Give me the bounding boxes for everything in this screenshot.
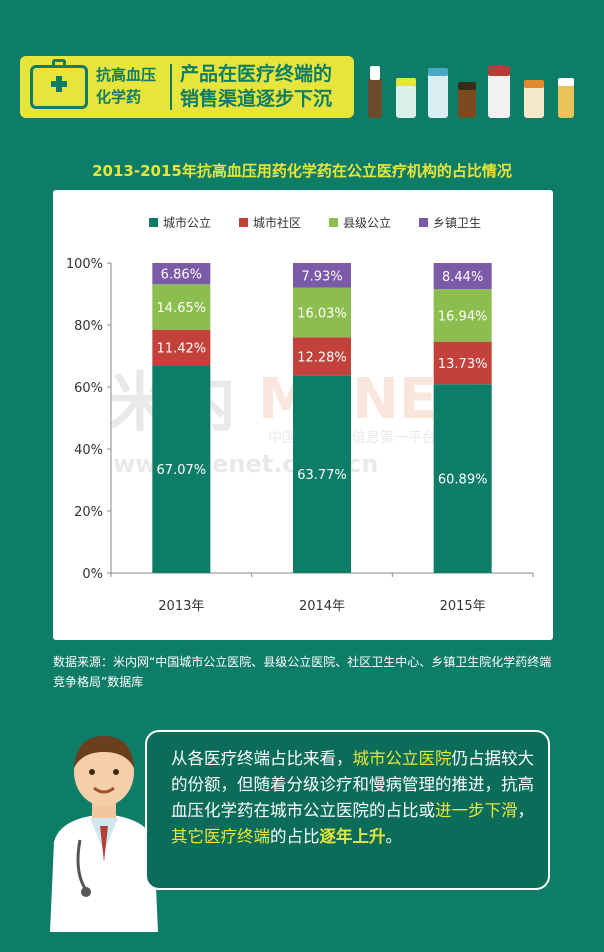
x-tick-label: 2015年 <box>440 599 486 614</box>
chart-title: 2013-2015年抗高血压用药化学药在公立医疗机构的占比情况 <box>92 162 512 180</box>
bar-value-label: 16.94% <box>438 309 488 324</box>
bar-value-label: 7.93% <box>301 269 342 284</box>
legend-swatch <box>419 218 428 227</box>
bar-value-label: 60.89% <box>438 473 488 488</box>
bar-value-label: 12.28% <box>297 350 347 365</box>
x-tick-label: 2014年 <box>299 599 345 614</box>
bar-value-label: 63.77% <box>297 468 347 483</box>
bar-segment <box>433 289 492 342</box>
legend-swatch <box>329 218 338 227</box>
bar-segment <box>293 262 351 288</box>
banner-divider <box>170 64 172 110</box>
banner-title-line-2: 销售渠道逐步下沉 <box>180 88 333 110</box>
highlight-decline: 进一步下滑 <box>435 801 518 820</box>
bar-value-label: 11.42% <box>157 341 207 356</box>
bar-segment <box>433 341 492 385</box>
bar-value-label: 16.03% <box>297 306 347 321</box>
y-tick-label: 20% <box>74 505 103 520</box>
highlight-other-terminals: 其它医疗终端 <box>171 827 270 846</box>
chart-bars: 67.07% 11.42% 14.65% 6.86% 63.77% 12.28% 16.03… <box>152 262 492 573</box>
highlight-rising: 逐年上升 <box>319 827 386 846</box>
data-source-note: 数据来源：米内网“中国城市公立医院、县级公立医院、社区卫生中心、乡镇卫生院化学药… <box>53 655 552 689</box>
bar-segment <box>152 284 211 330</box>
y-tick-label: 100% <box>66 257 103 272</box>
summary-part: 的占比 <box>270 827 320 846</box>
banner-title: 产品在医疗终端的 销售渠道逐步下沉 <box>180 62 350 112</box>
summary-part: 。 <box>385 827 403 846</box>
bar-value-label: 14.65% <box>157 301 207 316</box>
x-tick-label: 2013年 <box>158 599 204 614</box>
y-tick-label: 40% <box>74 443 103 458</box>
y-tick-label: 0% <box>82 567 103 582</box>
bar-segment <box>293 287 351 338</box>
bar-value-label: 13.73% <box>438 357 488 372</box>
y-tick-label: 60% <box>74 381 103 396</box>
bar-segment <box>433 384 492 573</box>
summary-text: 从各医疗终端占比来看，城市公立医院仍占据较大的份额，但随着分级诊疗和慢病管理的推… <box>171 746 541 850</box>
bar-segment <box>152 365 211 573</box>
summary-part: ， <box>517 801 535 820</box>
chart-legend: 城市公立 城市社区 县级公立 乡镇卫生 <box>149 215 481 230</box>
medical-kit-icon <box>30 59 88 109</box>
y-tick-label: 80% <box>74 319 103 334</box>
category-line-2: 化学药 <box>96 88 142 106</box>
header-banner: 抗高血压 化学药 产品在医疗终端的 销售渠道逐步下沉 <box>20 56 354 118</box>
bar-segment <box>152 263 211 285</box>
chart-panel: 米内 MENET 中国医药健康信息第一平台 www.menet.com.cn 城… <box>53 190 553 640</box>
category-line-1: 抗高血压 <box>96 66 157 84</box>
summary-part: 仍占据较大的份额，但随着分级诊疗和慢病管理的推进，抗高血压化学药在城市公立医院的… <box>171 749 534 820</box>
legend-label: 城市社区 <box>253 215 301 230</box>
bar-segment <box>293 375 351 573</box>
legend-label: 城市公立 <box>163 215 211 230</box>
bar-segment <box>433 263 492 290</box>
highlight-city-hospital: 城市公立医院 <box>352 749 452 768</box>
bar-value-label: 67.07% <box>157 463 207 478</box>
legend-label: 乡镇卫生 <box>433 216 481 230</box>
legend-label: 县级公立 <box>343 215 391 230</box>
bar-value-label: 8.44% <box>442 270 483 285</box>
category-label: 抗高血压 化学药 <box>96 64 166 108</box>
banner-title-line-1: 产品在医疗终端的 <box>180 63 333 85</box>
bar-segment <box>152 329 211 366</box>
legend-swatch <box>149 218 158 227</box>
summary-part: 从各医疗终端占比来看， <box>171 749 353 768</box>
summary-bubble: 从各医疗终端占比来看，城市公立医院仍占据较大的份额，但随着分级诊疗和慢病管理的推… <box>145 730 550 890</box>
bar-value-label: 6.86% <box>161 268 202 283</box>
medicine-bottles-icon <box>364 62 584 118</box>
bar-segment <box>293 337 351 376</box>
stacked-bar-chart: 米内 MENET 中国医药健康信息第一平台 www.menet.com.cn 城… <box>66 215 534 614</box>
legend-swatch <box>239 218 248 227</box>
